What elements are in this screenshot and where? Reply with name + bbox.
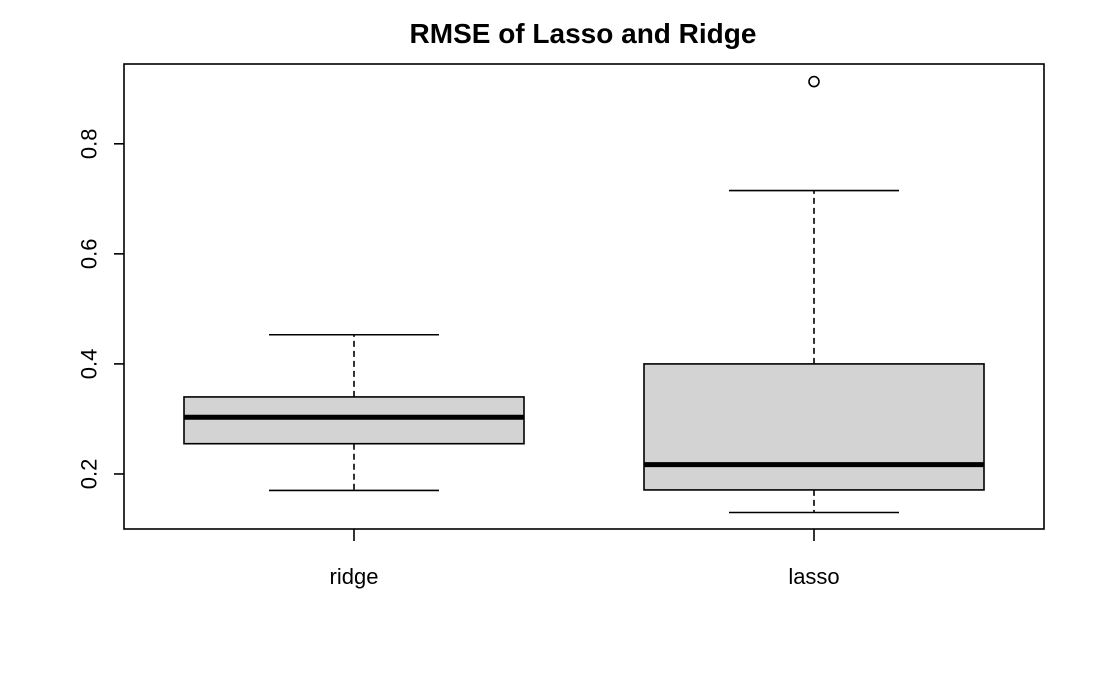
y-tick-label: 0.4 <box>77 349 102 380</box>
y-tick-label: 0.8 <box>77 128 102 159</box>
y-tick-label: 0.6 <box>77 239 102 270</box>
plot-frame <box>123 63 1045 530</box>
outlier-point <box>808 75 820 88</box>
chart-marks: 0.2 0.4 0.6 0.8 ridge lasso <box>77 75 985 589</box>
chart-title: RMSE of Lasso and Ridge <box>410 18 757 49</box>
box-ridge <box>183 396 525 445</box>
box-lasso <box>643 363 985 491</box>
x-category-label: lasso <box>788 564 839 589</box>
y-tick-label: 0.2 <box>77 459 102 490</box>
x-category-label: ridge <box>330 564 379 589</box>
